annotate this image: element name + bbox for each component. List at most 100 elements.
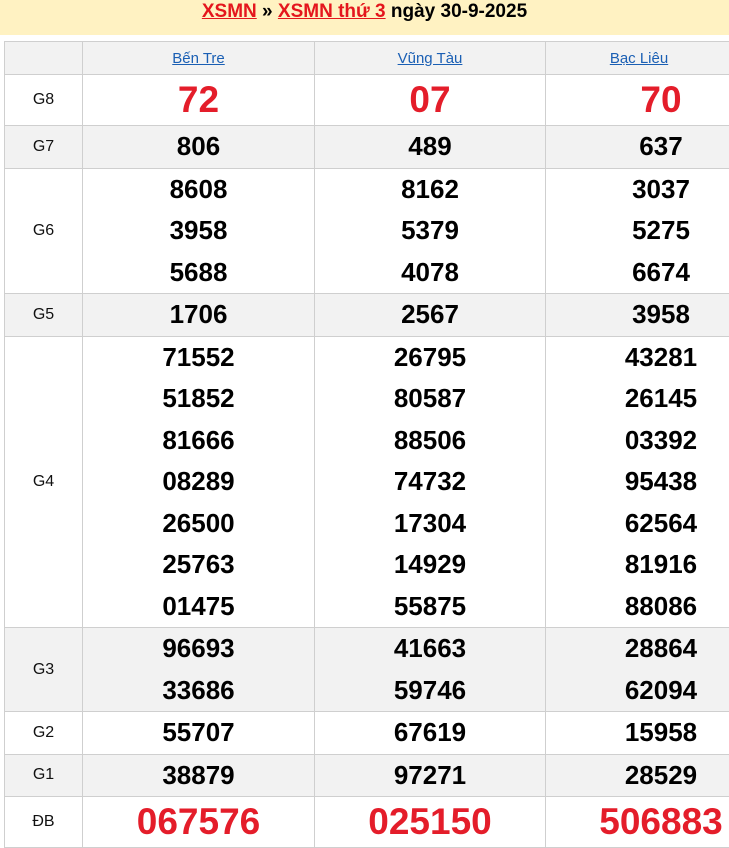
prize-number: 43281 (590, 337, 729, 379)
prize-cell: 3958 (546, 294, 729, 337)
prize-number: 67619 (315, 712, 545, 754)
prize-number: 72 (83, 75, 314, 125)
prize-number: 3958 (83, 210, 314, 252)
prize-label: ĐB (5, 797, 83, 848)
prize-label: G1 (5, 754, 83, 797)
prize-number: 067576 (83, 797, 314, 847)
prize-number: 26795 (315, 337, 545, 379)
prize-label: G4 (5, 336, 83, 628)
prize-number: 14929 (315, 544, 545, 586)
prize-cell: 025150 (315, 797, 546, 848)
breadcrumb-separator: » (262, 1, 273, 22)
prize-label: G7 (5, 126, 83, 169)
prize-number: 38879 (83, 755, 314, 797)
prize-cell: 637 (546, 126, 729, 169)
prize-number: 6674 (590, 252, 729, 294)
prize-number: 2567 (315, 294, 545, 336)
prize-cell: 2567 (315, 294, 546, 337)
prize-number: 08289 (83, 461, 314, 503)
prize-cell: 806 (83, 126, 315, 169)
prize-number: 25763 (83, 544, 314, 586)
prize-cell: 07 (315, 75, 546, 126)
prize-number: 4078 (315, 252, 545, 294)
province-link-bac-lieu[interactable]: Bạc Liêu (610, 50, 668, 67)
prize-label: G3 (5, 628, 83, 712)
prize-number: 806 (83, 126, 314, 168)
province-link-ben-tre[interactable]: Bến Tre (172, 50, 225, 67)
prize-number: 26500 (83, 503, 314, 545)
province-header-row: Bến Tre Vũng Tàu Bạc Liêu (5, 42, 729, 75)
prize-number: 5379 (315, 210, 545, 252)
province-header: Bạc Liêu (546, 42, 729, 75)
prize-number: 62564 (590, 503, 729, 545)
prize-number: 8162 (315, 169, 545, 211)
prize-number: 15958 (590, 712, 729, 754)
prize-number: 81666 (83, 420, 314, 462)
prize-cell: 97271 (315, 754, 546, 797)
prize-number: 71552 (83, 337, 314, 379)
prize-cell: 15958 (546, 712, 729, 755)
prize-number: 5275 (590, 210, 729, 252)
prize-cell: 67619 (315, 712, 546, 755)
prize-number: 55875 (315, 586, 545, 628)
prize-number: 95438 (590, 461, 729, 503)
prize-label: G2 (5, 712, 83, 755)
prize-number: 07 (315, 75, 545, 125)
xsmn-link[interactable]: XSMN (202, 1, 257, 22)
prize-number: 506883 (590, 797, 729, 847)
prize-number: 55707 (83, 712, 314, 754)
prize-number: 97271 (315, 755, 545, 797)
prize-label: G6 (5, 168, 83, 294)
prize-number: 33686 (83, 670, 314, 712)
prize-number: 01475 (83, 586, 314, 628)
prize-number: 59746 (315, 670, 545, 712)
prize-cell: 1706 (83, 294, 315, 337)
province-link-vung-tau[interactable]: Vũng Tàu (398, 50, 463, 67)
prize-label: G8 (5, 75, 83, 126)
prize-number: 5688 (83, 252, 314, 294)
prize-cell: 70 (546, 75, 729, 126)
prize-number: 17304 (315, 503, 545, 545)
prize-cell: 506883 (546, 797, 729, 848)
prize-cell: 067576 (83, 797, 315, 848)
page-title: XSMN » XSMN thứ 3 ngày 30-9-2025 (0, 0, 729, 35)
prize-cell: 72 (83, 75, 315, 126)
prize-cell: 38879 (83, 754, 315, 797)
prize-cell: 55707 (83, 712, 315, 755)
prize-number: 62094 (590, 670, 729, 712)
prize-number: 80587 (315, 378, 545, 420)
prize-cell: 489 (315, 126, 546, 169)
prize-number: 74732 (315, 461, 545, 503)
prize-number: 03392 (590, 420, 729, 462)
prize-number: 26145 (590, 378, 729, 420)
prize-label-header (5, 42, 83, 75)
prize-number: 28529 (590, 755, 729, 797)
prize-number: 51852 (83, 378, 314, 420)
prize-number: 28864 (590, 628, 729, 670)
prize-number: 96693 (83, 628, 314, 670)
prize-number: 3037 (590, 169, 729, 211)
prize-cell: 28529 (546, 754, 729, 797)
prize-number: 637 (590, 126, 729, 168)
prize-number: 8608 (83, 169, 314, 211)
prize-number: 489 (315, 126, 545, 168)
prize-number: 81916 (590, 544, 729, 586)
prize-number: 41663 (315, 628, 545, 670)
xsmn-thu-3-link[interactable]: XSMN thứ 3 (278, 1, 386, 22)
province-header: Bến Tre (83, 42, 315, 75)
